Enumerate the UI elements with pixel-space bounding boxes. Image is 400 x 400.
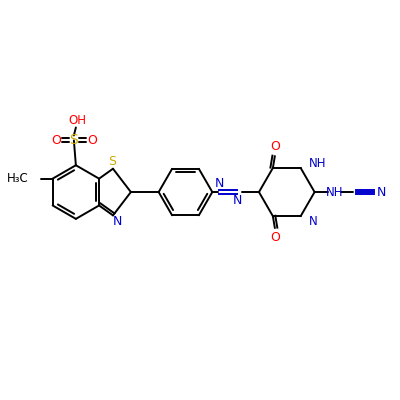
Text: H₃C: H₃C bbox=[7, 172, 29, 185]
Text: S: S bbox=[70, 134, 78, 148]
Text: S: S bbox=[108, 155, 116, 168]
Text: NH: NH bbox=[309, 156, 326, 170]
Text: OH: OH bbox=[69, 114, 87, 127]
Text: NH: NH bbox=[326, 186, 343, 198]
Text: O: O bbox=[51, 134, 61, 147]
Text: N: N bbox=[376, 186, 386, 198]
Text: N: N bbox=[214, 177, 224, 190]
Text: O: O bbox=[270, 140, 280, 153]
Text: O: O bbox=[270, 232, 280, 244]
Text: O: O bbox=[87, 134, 97, 147]
Text: N: N bbox=[309, 215, 317, 228]
Text: N: N bbox=[112, 215, 122, 228]
Text: N: N bbox=[232, 194, 242, 208]
